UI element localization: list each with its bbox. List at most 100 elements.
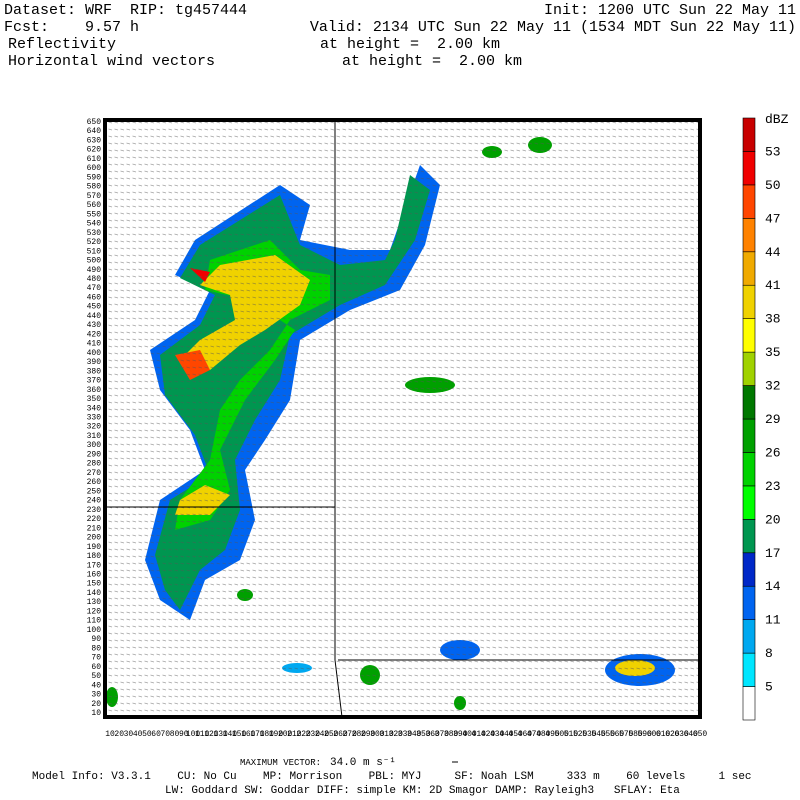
colorbar-segment — [742, 151, 756, 186]
colorbar-label: 11 — [765, 613, 781, 628]
colorbar: dBZ 5 8 11 14 17 20 23 26 29 32 35 38 41 44 47 50 53 — [742, 112, 789, 721]
y-axis-label: 440 — [87, 312, 102, 321]
x-axis-label: 280 — [352, 730, 367, 739]
x-axis-label: 110 — [195, 730, 210, 739]
y-axis-label: 10 — [91, 709, 101, 718]
y-axis-label: 420 — [87, 330, 102, 339]
y-axis-label: 640 — [87, 127, 102, 136]
x-axis-label: 80 — [170, 730, 180, 739]
colorbar-segment — [742, 385, 756, 420]
y-axis-label: 230 — [87, 506, 102, 515]
x-axis-label: 220 — [296, 730, 311, 739]
x-axis-label: 190 — [269, 730, 284, 739]
axes: 1010202030304040505060607070808090901001… — [87, 118, 708, 739]
colorbar-segment — [742, 485, 756, 520]
colorbar-segment — [742, 619, 756, 654]
y-axis-label: 260 — [87, 478, 102, 487]
x-axis-label: 520 — [573, 730, 588, 739]
colorbar-label: 35 — [765, 345, 781, 360]
x-axis-label: 650 — [693, 730, 708, 739]
y-axis-label: 340 — [87, 404, 102, 413]
y-axis-label: 290 — [87, 450, 102, 459]
x-axis-label: 440 — [499, 730, 514, 739]
init-time: Init: 1200 UTC Sun 22 May 11 — [544, 2, 796, 19]
y-axis-label: 190 — [87, 543, 102, 552]
y-axis-label: 390 — [87, 358, 102, 367]
y-axis-label: 510 — [87, 247, 102, 256]
x-axis-label: 180 — [260, 730, 275, 739]
y-axis-label: 130 — [87, 598, 102, 607]
field-level: at height = 2.00 km — [342, 53, 522, 70]
x-axis-label: 610 — [656, 730, 671, 739]
forecast-hour: Fcst: 9.57 h — [4, 19, 139, 36]
x-axis-label: 320 — [389, 730, 404, 739]
y-axis-label: 120 — [87, 607, 102, 616]
y-axis-label: 490 — [87, 266, 102, 275]
y-axis-label: 650 — [87, 118, 102, 127]
y-axis-label: 30 — [91, 691, 101, 700]
x-axis-label: 450 — [508, 730, 523, 739]
x-axis-label: 340 — [407, 730, 422, 739]
x-axis-label: 490 — [545, 730, 560, 739]
x-axis-label: 20 — [114, 730, 124, 739]
x-axis-label: 130 — [213, 730, 228, 739]
physics-info: LW: Goddard SW: Goddar DIFF: simple KM: … — [165, 785, 680, 797]
x-axis-label: 460 — [518, 730, 533, 739]
y-axis-label: 220 — [87, 515, 102, 524]
x-axis-label: 30 — [124, 730, 134, 739]
x-axis-label: 480 — [536, 730, 551, 739]
colorbar-segment — [742, 452, 756, 487]
y-axis-label: 300 — [87, 441, 102, 450]
x-axis-label: 370 — [435, 730, 450, 739]
x-axis-label: 170 — [250, 730, 265, 739]
y-axis-label: 600 — [87, 164, 102, 173]
x-axis-label: 620 — [665, 730, 680, 739]
y-axis-label: 20 — [91, 700, 101, 709]
y-axis-label: 270 — [87, 469, 102, 478]
colorbar-segment — [742, 552, 756, 587]
colorbar-unit: dBZ — [765, 112, 789, 127]
colorbar-label: 44 — [765, 245, 781, 260]
x-axis-label: 390 — [453, 730, 468, 739]
y-axis-label: 250 — [87, 487, 102, 496]
x-axis-label: 70 — [161, 730, 171, 739]
colorbar-label: 26 — [765, 445, 781, 460]
x-axis-label: 160 — [241, 730, 256, 739]
x-axis-label: 350 — [416, 730, 431, 739]
colorbar-label: 53 — [765, 144, 781, 159]
colorbar-label: 23 — [765, 479, 781, 494]
colorbar-label: 17 — [765, 546, 781, 561]
colorbar-segment — [742, 686, 756, 721]
y-axis-label: 110 — [87, 617, 102, 626]
colorbar-segment — [742, 251, 756, 286]
y-axis-label: 90 — [91, 635, 101, 644]
y-axis-label: 540 — [87, 220, 102, 229]
x-axis-label: 300 — [370, 730, 385, 739]
y-axis-label: 450 — [87, 303, 102, 312]
x-axis-label: 100 — [186, 730, 201, 739]
colorbar-label: 5 — [765, 680, 773, 695]
colorbar-segment — [742, 585, 756, 620]
x-axis-label: 200 — [278, 730, 293, 739]
x-axis-label: 420 — [481, 730, 496, 739]
y-axis-label: 500 — [87, 257, 102, 266]
x-axis-label: 570 — [619, 730, 634, 739]
x-axis-label: 240 — [315, 730, 330, 739]
y-axis-label: 140 — [87, 589, 102, 598]
x-axis-label: 600 — [647, 730, 662, 739]
x-axis-label: 410 — [472, 730, 487, 739]
y-axis-label: 520 — [87, 238, 102, 247]
y-axis-label: 80 — [91, 644, 101, 653]
y-axis-label: 400 — [87, 349, 102, 358]
colorbar-label: 14 — [765, 579, 781, 594]
y-axis-label: 280 — [87, 460, 102, 469]
y-axis-label: 370 — [87, 377, 102, 386]
colorbar-segment — [742, 351, 756, 386]
dataset: Dataset: WRF RIP: tg457444 — [4, 2, 247, 19]
colorbar-segment — [742, 284, 756, 319]
colorbar-label: 38 — [765, 312, 781, 327]
x-axis-label: 290 — [361, 730, 376, 739]
x-axis-label: 150 — [232, 730, 247, 739]
y-axis-label: 610 — [87, 155, 102, 164]
model-info: Model Info: V3.3.1 CU: No Cu MP: Morriso… — [32, 771, 752, 783]
